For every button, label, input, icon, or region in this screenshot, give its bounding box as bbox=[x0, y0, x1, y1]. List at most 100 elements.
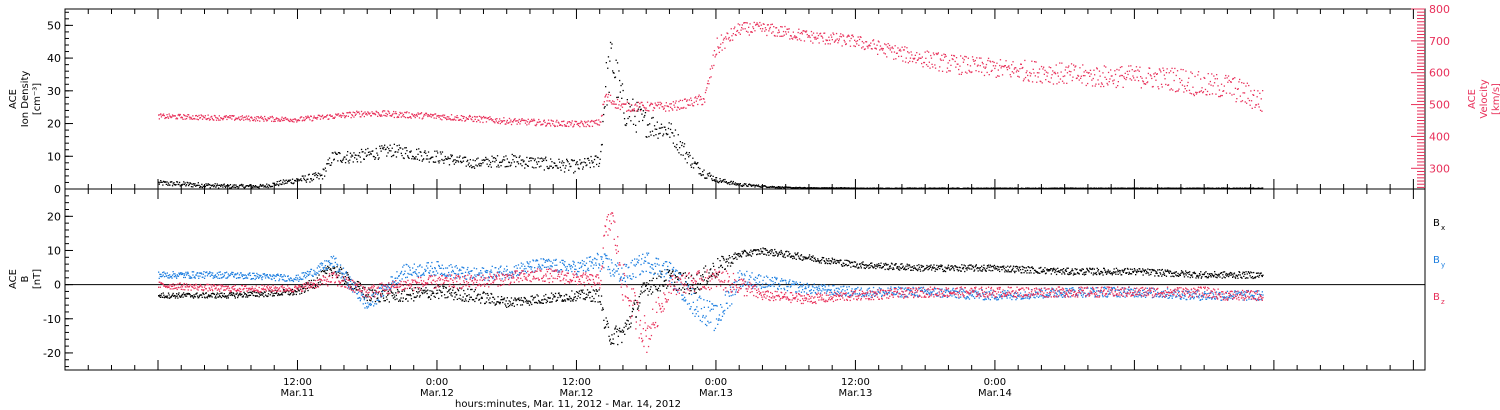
density-point bbox=[374, 158, 376, 160]
bx-point bbox=[1084, 271, 1086, 273]
density-point bbox=[907, 187, 909, 190]
bx-point bbox=[206, 297, 209, 299]
velocity-point bbox=[986, 71, 988, 74]
density-point bbox=[310, 178, 312, 180]
bx-point bbox=[564, 300, 567, 302]
velocity-point bbox=[1119, 66, 1122, 69]
velocity-point bbox=[584, 120, 586, 123]
velocity-point bbox=[220, 117, 222, 119]
velocity-point bbox=[1000, 67, 1002, 69]
bx-point bbox=[509, 304, 511, 307]
density-point bbox=[694, 161, 696, 163]
velocity-point bbox=[804, 30, 806, 33]
bx-point bbox=[473, 299, 475, 301]
density-point bbox=[1084, 187, 1087, 189]
density-point bbox=[434, 161, 437, 163]
velocity-point bbox=[543, 119, 545, 121]
density-point bbox=[503, 156, 505, 158]
velocity-point bbox=[925, 64, 928, 66]
velocity-point bbox=[608, 100, 610, 102]
velocity-point bbox=[328, 118, 330, 120]
velocity-point bbox=[284, 116, 287, 119]
bx-point bbox=[783, 254, 785, 256]
density-point bbox=[529, 157, 531, 159]
bx-point bbox=[1053, 268, 1055, 270]
bx-point bbox=[1010, 265, 1012, 267]
velocity-point bbox=[936, 53, 938, 56]
density-point bbox=[1239, 187, 1241, 189]
velocity-point bbox=[1206, 90, 1209, 93]
density-point bbox=[679, 147, 681, 149]
velocity-point bbox=[371, 111, 373, 113]
density-point bbox=[1142, 187, 1144, 189]
density-point bbox=[183, 183, 186, 186]
velocity-point bbox=[1174, 67, 1176, 70]
velocity-point bbox=[204, 115, 206, 117]
bx-point bbox=[814, 259, 816, 261]
bx-point bbox=[166, 296, 168, 299]
velocity-point bbox=[330, 115, 332, 117]
density-point bbox=[1123, 187, 1126, 189]
velocity-point bbox=[355, 113, 357, 115]
velocity-point bbox=[773, 26, 775, 28]
velocity-point bbox=[679, 99, 681, 101]
density-point bbox=[455, 161, 457, 164]
density-point bbox=[433, 161, 435, 163]
bx-point bbox=[684, 288, 686, 290]
velocity-point bbox=[1179, 78, 1181, 80]
density-point bbox=[591, 162, 594, 164]
bx-point bbox=[973, 270, 975, 272]
velocity-point bbox=[356, 110, 358, 112]
density-point bbox=[768, 186, 770, 188]
density-point bbox=[513, 161, 515, 163]
density-point bbox=[401, 154, 403, 157]
velocity-point bbox=[526, 121, 529, 123]
velocity-point bbox=[869, 45, 871, 47]
density-point bbox=[538, 161, 540, 163]
density-point bbox=[660, 123, 663, 125]
velocity-point bbox=[279, 120, 281, 122]
bx-point bbox=[1098, 272, 1100, 274]
velocity-point bbox=[571, 120, 573, 122]
bx-point bbox=[289, 293, 292, 295]
density-point bbox=[669, 136, 671, 138]
velocity-point bbox=[802, 30, 804, 32]
bx-point bbox=[854, 266, 856, 268]
density-point bbox=[652, 116, 654, 119]
velocity-point bbox=[1090, 73, 1092, 75]
density-point bbox=[551, 161, 553, 163]
density-point bbox=[609, 41, 612, 44]
bx-point bbox=[210, 293, 213, 295]
density-point bbox=[273, 182, 276, 184]
bx-point bbox=[1037, 272, 1040, 274]
velocity-point bbox=[538, 121, 541, 123]
velocity-point bbox=[587, 120, 589, 122]
bx-point bbox=[1091, 268, 1093, 271]
velocity-point bbox=[612, 100, 614, 102]
density-point bbox=[966, 187, 968, 189]
density-point bbox=[656, 121, 658, 123]
velocity-point bbox=[450, 114, 453, 116]
bx-point bbox=[402, 297, 404, 299]
bx-point bbox=[551, 301, 553, 303]
bx-point bbox=[525, 301, 527, 303]
bx-point bbox=[980, 270, 982, 272]
velocity-point bbox=[224, 116, 227, 118]
bx-point bbox=[1121, 274, 1123, 276]
bx-point bbox=[291, 291, 293, 294]
density-point bbox=[548, 167, 550, 169]
bx-point bbox=[388, 293, 390, 295]
bx-point bbox=[965, 267, 968, 269]
velocity-point bbox=[227, 116, 229, 118]
bx-point bbox=[510, 303, 512, 305]
bx-point bbox=[316, 277, 318, 279]
density-point bbox=[446, 158, 448, 160]
density-point bbox=[729, 183, 731, 186]
density-point bbox=[1100, 187, 1103, 189]
velocity-point bbox=[848, 35, 850, 37]
velocity-point bbox=[502, 120, 504, 122]
velocity-point bbox=[1057, 72, 1059, 74]
bx-point bbox=[610, 342, 612, 344]
density-point bbox=[222, 186, 224, 188]
velocity-point bbox=[934, 67, 937, 69]
